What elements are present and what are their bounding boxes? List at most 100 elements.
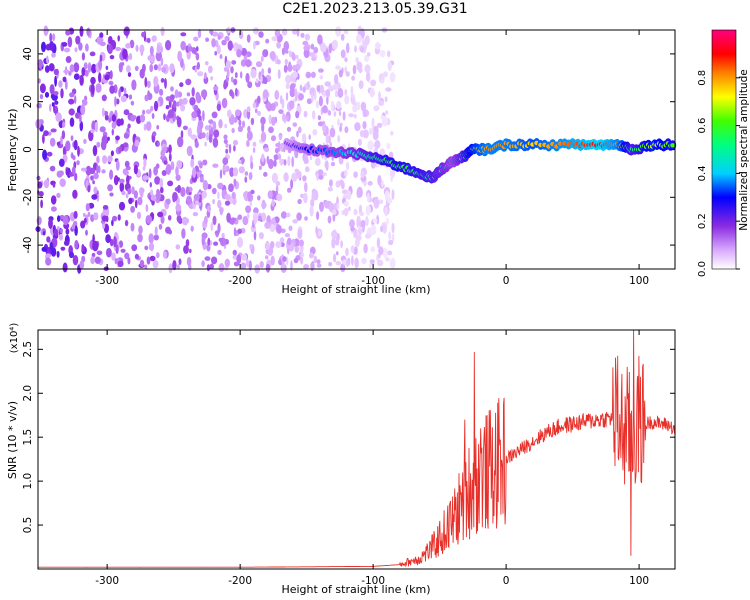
- noise-speckle: [230, 66, 234, 74]
- noise-speckle: [101, 107, 105, 117]
- noise-speckle: [221, 97, 228, 109]
- noise-speckle: [337, 118, 340, 126]
- noise-speckle: [316, 85, 321, 92]
- noise-speckle: [101, 215, 108, 222]
- noise-speckle: [150, 105, 154, 112]
- noise-speckle: [328, 262, 333, 267]
- noise-speckle: [123, 109, 130, 116]
- noise-speckle: [265, 263, 271, 273]
- noise-speckle: [292, 219, 298, 224]
- noise-speckle: [74, 225, 78, 236]
- noise-speckle: [280, 242, 285, 248]
- noise-speckle: [113, 236, 117, 248]
- noise-speckle: [333, 253, 337, 263]
- noise-speckle: [363, 243, 368, 254]
- noise-speckle: [232, 249, 237, 256]
- noise-speckle: [75, 35, 81, 45]
- noise-speckle: [309, 52, 315, 57]
- noise-speckle: [324, 160, 329, 169]
- noise-speckle: [364, 64, 371, 73]
- noise-speckle: [303, 110, 308, 118]
- noise-speckle: [149, 255, 156, 262]
- noise-speckle: [273, 159, 277, 167]
- noise-speckle: [298, 93, 304, 101]
- noise-speckle: [118, 146, 122, 154]
- snr-x-axis-label: Height of straight line (km): [281, 583, 430, 596]
- noise-speckle: [332, 83, 339, 91]
- noise-speckle: [130, 100, 135, 106]
- noise-speckle: [72, 255, 79, 266]
- noise-speckle: [219, 207, 223, 216]
- noise-speckle: [222, 157, 229, 166]
- noise-speckle: [291, 156, 295, 168]
- noise-speckle: [53, 228, 59, 237]
- noise-speckle: [115, 135, 120, 141]
- noise-speckle: [62, 215, 69, 226]
- noise-speckle: [335, 26, 342, 37]
- noise-speckle: [283, 64, 288, 73]
- noise-speckle: [90, 76, 96, 85]
- noise-speckle: [137, 233, 143, 243]
- noise-speckle: [275, 241, 282, 249]
- noise-speckle: [362, 129, 369, 139]
- noise-speckle: [261, 153, 265, 163]
- noise-speckle: [151, 35, 157, 42]
- noise-speckle: [134, 253, 139, 260]
- noise-speckle: [78, 42, 83, 51]
- noise-speckle: [89, 51, 96, 57]
- noise-speckle: [160, 57, 164, 67]
- noise-speckle: [352, 104, 358, 113]
- noise-speckle: [99, 41, 106, 47]
- noise-speckle: [369, 263, 372, 268]
- noise-speckle: [216, 44, 221, 55]
- noise-speckle: [143, 123, 147, 131]
- noise-speckle: [96, 155, 100, 164]
- spectrogram-marks: [35, 25, 677, 274]
- noise-speckle: [309, 205, 314, 217]
- noise-speckle: [240, 262, 247, 270]
- noise-speckle: [311, 56, 317, 62]
- noise-speckle: [370, 259, 375, 265]
- noise-speckle: [153, 166, 159, 176]
- noise-speckle: [109, 85, 115, 94]
- noise-speckle: [273, 154, 279, 161]
- noise-speckle: [148, 233, 154, 244]
- noise-speckle: [297, 229, 303, 240]
- noise-speckle: [63, 240, 70, 246]
- noise-speckle: [37, 59, 44, 69]
- noise-speckle: [358, 80, 364, 90]
- noise-speckle: [247, 191, 252, 201]
- noise-speckle: [281, 47, 285, 56]
- noise-speckle: [41, 246, 47, 252]
- noise-speckle: [217, 199, 222, 209]
- noise-speckle: [253, 218, 257, 225]
- noise-speckle: [213, 85, 219, 91]
- noise-speckle: [370, 246, 376, 252]
- noise-speckle: [213, 241, 219, 246]
- noise-speckle: [190, 158, 195, 168]
- noise-speckle: [237, 159, 243, 164]
- noise-speckle: [370, 224, 377, 236]
- noise-speckle: [208, 133, 213, 143]
- noise-speckle: [109, 192, 114, 197]
- noise-speckle: [102, 205, 109, 210]
- noise-speckle: [317, 115, 321, 121]
- noise-speckle: [236, 254, 242, 264]
- noise-speckle: [359, 46, 365, 53]
- noise-speckle: [245, 259, 250, 267]
- noise-speckle: [313, 46, 319, 54]
- noise-speckle: [356, 101, 361, 110]
- noise-speckle: [384, 206, 388, 217]
- noise-speckle: [338, 110, 342, 117]
- noise-speckle: [373, 105, 380, 112]
- noise-speckle: [109, 70, 113, 80]
- noise-speckle: [276, 193, 283, 202]
- noise-speckle: [118, 240, 124, 248]
- noise-speckle: [378, 246, 384, 256]
- noise-speckle: [335, 65, 341, 70]
- noise-speckle: [90, 256, 95, 265]
- noise-speckle: [65, 140, 71, 152]
- noise-speckle: [300, 255, 304, 265]
- noise-speckle: [250, 117, 255, 126]
- noise-speckle: [53, 91, 59, 96]
